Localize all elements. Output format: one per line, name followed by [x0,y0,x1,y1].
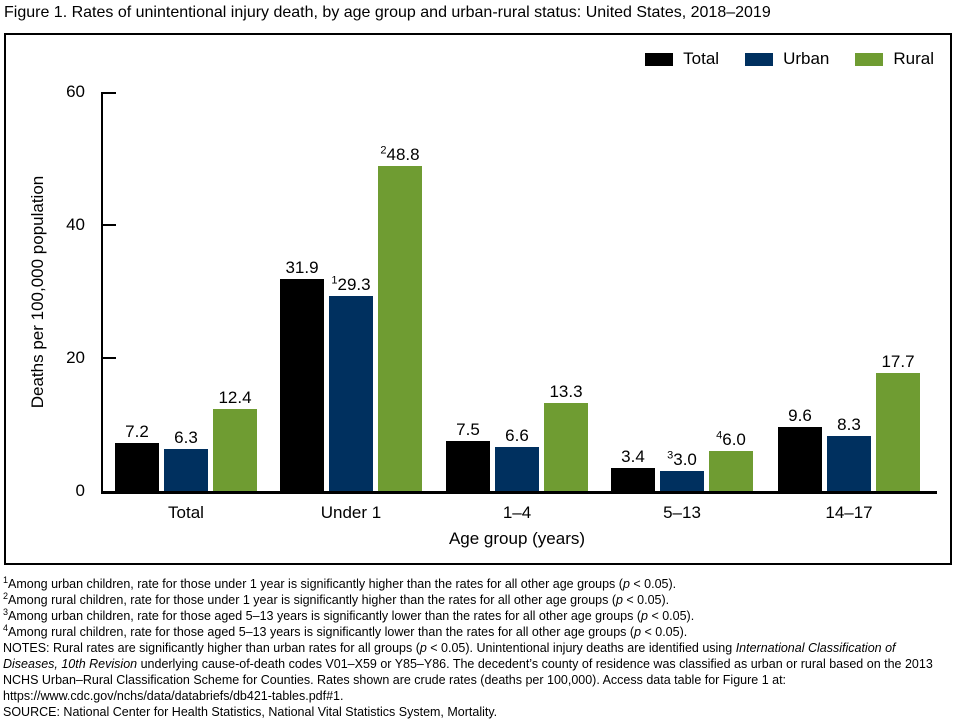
bar-urban-group2 [329,296,373,491]
source-text: SOURCE: National Center for Health Stati… [3,705,498,719]
legend-item-urban: Urban [745,49,829,69]
bar-value-label: 46.0 [716,429,746,449]
bar-value-label: 31.9 [285,258,319,277]
legend: Total Urban Rural [645,49,934,69]
figure-title: Figure 1. Rates of unintentional injury … [4,4,771,21]
bar-value-label: 6.6 [505,426,529,445]
bar-value-label: 248.8 [380,144,420,164]
y-tick-label-0: 0 [75,481,85,500]
bar-value-label: 12.4 [218,388,252,407]
x-category-label: 14–17 [825,503,873,522]
y-tick-label-60: 60 [66,82,85,101]
footnote-1: 1Among urban children, rate for those un… [3,574,677,591]
legend-swatch-total [645,52,674,66]
legend-swatch-urban [745,52,774,66]
footnote-4: 4Among rural children, rate for those ag… [3,622,688,639]
bar-value-label: 7.2 [125,422,149,441]
bar-value-label: 129.3 [331,274,371,294]
x-axis-line [101,491,937,494]
legend-label-total: Total [683,49,720,68]
legend-item-total: Total [645,49,719,69]
bar-value-label: 3.4 [621,447,645,466]
x-category-label: 5–13 [663,503,701,522]
bar-rural-group1 [213,409,257,491]
y-axis-line [101,92,103,493]
bar-rural-group3 [544,403,588,491]
footnote-2: 2Among rural children, rate for those un… [3,590,670,607]
bar-value-label: 9.6 [788,406,812,425]
y-tick-label-40: 40 [66,215,85,234]
y-tick-20 [103,357,116,359]
bar-value-label: 8.3 [837,415,861,434]
bar-urban-group4 [660,471,704,491]
bar-urban-group5 [827,436,871,491]
chart-frame: Total Urban Rural Deaths per 100,000 popul… [4,33,952,565]
bar-total-group1 [115,443,159,491]
x-category-label: Under 1 [320,503,382,522]
plot-area: 0 20 40 60 7.2 6.3 12.4 Total 31.9 129.3 248.8 Unde… [6,35,950,563]
legend-label-rural: Rural [893,49,934,68]
bar-value-label: 13.3 [549,382,583,401]
legend-label-urban: Urban [783,49,830,68]
bar-total-group3 [446,441,490,491]
x-category-label: 1–4 [502,503,532,522]
bar-value-label: 17.7 [881,352,915,371]
bar-value-label: 6.3 [174,428,198,447]
bar-rural-group2 [378,166,422,491]
y-tick-label-20: 20 [66,348,85,367]
bar-urban-group1 [164,449,208,491]
bar-rural-group5 [876,373,920,491]
legend-item-rural: Rural [855,49,934,69]
notes-text: NOTES: Rural rates are significantly hig… [3,641,933,703]
bar-value-label: 33.0 [667,449,697,469]
bar-total-group5 [778,427,822,491]
y-tick-60 [103,92,116,94]
footnotes-block: 1Among urban children, rate for those un… [3,574,953,720]
bar-urban-group3 [495,447,539,491]
bar-total-group2 [280,279,324,491]
bar-rural-group4 [709,451,753,491]
y-tick-40 [103,224,116,226]
x-axis-title: Age group (years) [448,529,586,548]
footnote-3: 3Among urban children, rate for those ag… [3,606,695,623]
x-category-label: Total [168,503,204,522]
bar-value-label: 7.5 [456,420,480,439]
bar-total-group4 [611,468,655,491]
legend-swatch-rural [855,52,884,66]
